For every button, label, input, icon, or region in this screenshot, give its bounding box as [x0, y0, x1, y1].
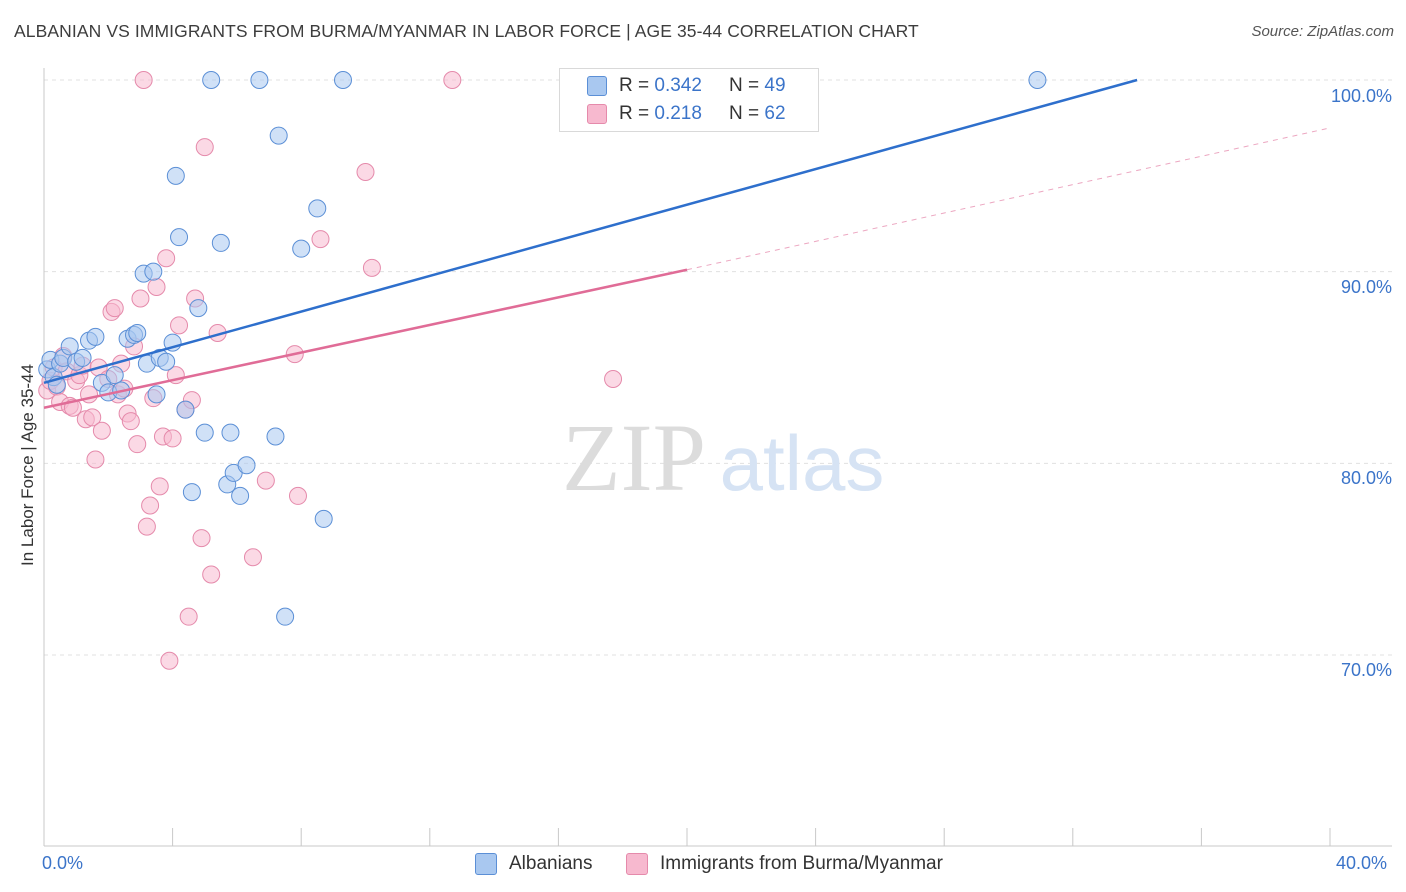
point-burma-28 — [131, 289, 150, 308]
point-albanians-46 — [1028, 71, 1047, 89]
point-albanians-23 — [157, 352, 176, 371]
legend-n-burma: N = 62 — [729, 103, 786, 124]
point-burma-31 — [141, 496, 160, 515]
point-albanians-10 — [86, 327, 105, 346]
y-axis-label: In Labor Force | Age 35-44 — [18, 364, 37, 566]
point-burma-25 — [121, 412, 140, 431]
point-burma-49 — [243, 548, 262, 567]
legend-swatch-burma — [587, 104, 607, 124]
watermark: ZIP atlas — [562, 404, 884, 511]
point-albanians-45 — [333, 71, 352, 89]
correlation-legend: R = 0.342 N = 49 R = 0.218 N = 62 — [559, 68, 819, 132]
point-burma-38 — [163, 429, 182, 448]
point-burma-45 — [192, 529, 211, 548]
watermark-atlas: atlas — [720, 419, 885, 507]
point-burma-40 — [170, 316, 189, 335]
point-burma-15 — [86, 450, 105, 469]
trend-lines — [43, 78, 1331, 409]
point-albanians-29 — [189, 299, 208, 318]
y-tick-label-90: 90.0% — [1340, 277, 1392, 297]
point-albanians-20 — [144, 262, 163, 281]
point-burma-20 — [105, 299, 124, 318]
point-burma-56 — [443, 71, 462, 89]
point-burma-29 — [134, 71, 153, 89]
axes — [43, 68, 1392, 847]
point-burma-53 — [311, 230, 330, 249]
point-burma-37 — [160, 651, 179, 670]
point-albanians-30 — [195, 423, 214, 442]
point-albanians-36 — [231, 486, 250, 505]
point-burma-57 — [604, 370, 623, 388]
point-albanians-40 — [269, 126, 288, 145]
point-burma-34 — [150, 477, 169, 496]
bottom-legend-label-burma: Immigrants from Burma/Myanmar — [660, 853, 943, 874]
point-albanians-41 — [276, 607, 295, 626]
x-axis-ticks — [43, 828, 1331, 846]
point-burma-52 — [288, 486, 307, 505]
point-albanians-6 — [60, 337, 79, 356]
point-albanians-13 — [105, 366, 124, 385]
point-albanians-27 — [176, 400, 195, 419]
trend-line-burma — [43, 268, 688, 409]
point-burma-50 — [256, 471, 275, 490]
point-albanians-17 — [128, 324, 147, 342]
point-albanians-31 — [202, 71, 221, 89]
x-tick-label-min: 0.0% — [42, 853, 84, 873]
point-albanians-43 — [308, 199, 327, 218]
point-albanians-25 — [166, 166, 185, 185]
point-burma-30 — [137, 517, 156, 536]
y-tick-label-80: 80.0% — [1340, 468, 1392, 488]
legend-swatch-albanians — [587, 76, 607, 96]
bottom-legend-swatch-burma — [626, 853, 648, 875]
point-burma-46 — [195, 138, 214, 157]
point-albanians-42 — [292, 239, 311, 258]
point-albanians-8 — [73, 348, 92, 367]
legend-r-albanians: R = 0.342 — [619, 75, 702, 96]
point-burma-17 — [92, 421, 111, 440]
point-albanians-28 — [182, 483, 201, 502]
point-burma-55 — [362, 258, 381, 277]
point-albanians-26 — [170, 228, 189, 247]
point-albanians-21 — [147, 385, 166, 404]
point-albanians-37 — [237, 456, 256, 475]
trend-line-albanians — [43, 78, 1138, 385]
series-burma-points — [38, 71, 623, 670]
y-tick-label-70: 70.0% — [1340, 660, 1392, 680]
point-albanians-32 — [211, 233, 230, 252]
point-albanians-44 — [314, 509, 333, 528]
point-burma-27 — [128, 435, 147, 454]
chart-title: ALBANIAN VS IMMIGRANTS FROM BURMA/MYANMA… — [14, 21, 919, 41]
legend-n-albanians: N = 49 — [729, 75, 786, 96]
series-albanians-points — [38, 71, 1047, 626]
point-albanians-39 — [266, 427, 285, 446]
x-tick-label-max: 40.0% — [1336, 853, 1388, 873]
point-burma-54 — [356, 163, 375, 181]
point-burma-47 — [202, 565, 221, 584]
point-albanians-38 — [250, 71, 269, 89]
point-albanians-34 — [221, 423, 240, 442]
point-burma-36 — [157, 249, 176, 268]
gridlines — [44, 79, 1392, 656]
bottom-legend-label-albanians: Albanians — [509, 853, 593, 874]
chart-source: Source: ZipAtlas.com — [1251, 23, 1394, 40]
point-burma-14 — [83, 408, 102, 427]
point-burma-42 — [179, 607, 198, 626]
watermark-zip: ZIP — [562, 404, 706, 511]
y-tick-label-100: 100.0% — [1330, 86, 1392, 106]
bottom-legend-swatch-albanians — [475, 853, 497, 875]
legend-r-burma: R = 0.218 — [619, 103, 702, 124]
point-burma-33 — [147, 278, 166, 296]
trend-line-burma-extension — [686, 127, 1331, 271]
